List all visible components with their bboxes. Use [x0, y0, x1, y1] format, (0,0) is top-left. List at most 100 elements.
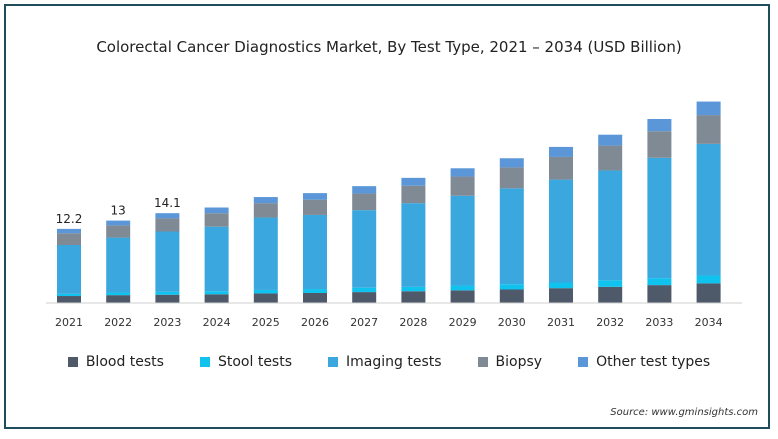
bar-segment-other-test-types-2021 [57, 228, 81, 234]
bar-segment-other-test-types-2034 [696, 101, 721, 116]
bar-segment-other-test-types-2031 [549, 146, 573, 157]
bar-segment-imaging-tests-2027 [352, 210, 377, 288]
bar-segment-stool-tests-2033 [647, 278, 672, 286]
bar-segment-other-test-types-2033 [647, 119, 672, 132]
bar-segment-blood-tests-2032 [598, 286, 623, 303]
data-labels: 12.2 13 14.1 [56, 196, 181, 226]
x-tick-label-2030: 2030 [498, 316, 526, 329]
bar-segment-blood-tests-2023 [155, 294, 180, 303]
bar-segment-stool-tests-2023 [155, 291, 180, 295]
bar-segment-imaging-tests-2032 [598, 170, 623, 281]
legend-swatch [199, 357, 210, 367]
bar-segment-imaging-tests-2023 [155, 231, 180, 292]
legend-label: Other test types [596, 354, 711, 370]
bar-segment-biopsy-2021 [57, 233, 81, 246]
bar-segment-stool-tests-2029 [450, 285, 475, 291]
bar-segment-biopsy-2027 [352, 193, 377, 211]
bar-segment-stool-tests-2026 [303, 289, 327, 293]
bar-segment-other-test-types-2023 [155, 213, 180, 219]
bar-segment-biopsy-2025 [253, 203, 278, 218]
legend: Blood tests Stool tests Imaging tests Biops… [0, 354, 778, 370]
x-tick-label-2032: 2032 [596, 316, 624, 329]
bar-segment-biopsy-2034 [696, 115, 721, 144]
bar-segment-blood-tests-2034 [696, 283, 721, 303]
bar-segment-blood-tests-2033 [647, 285, 672, 303]
data-label-2023: 14.1 [154, 196, 181, 210]
bar-segment-stool-tests-2034 [696, 275, 721, 284]
bar-segment-biopsy-2032 [598, 145, 623, 171]
bar-segment-stool-tests-2032 [598, 280, 623, 287]
bars-layer [57, 101, 721, 303]
bar-segment-blood-tests-2024 [204, 294, 229, 303]
x-tick-label-2034: 2034 [695, 316, 723, 329]
bar-segment-blood-tests-2021 [57, 296, 81, 303]
bar-segment-blood-tests-2031 [549, 288, 573, 303]
bar-segment-other-test-types-2024 [204, 207, 229, 214]
legend-label: Blood tests [85, 354, 164, 370]
bar-segment-other-test-types-2025 [253, 197, 278, 204]
bar-segment-stool-tests-2030 [499, 284, 524, 290]
x-tick-labels: 2021 2022 2023 2024 2025 2026 2027 2028 2029 2030… [55, 316, 723, 329]
x-tick-label-2023: 2023 [153, 316, 181, 329]
x-tick-label-2022: 2022 [104, 316, 132, 329]
legend-item-biopsy: Biopsy [477, 354, 542, 370]
bar-segment-biopsy-2026 [303, 199, 327, 215]
bar-segment-other-test-types-2029 [450, 168, 475, 177]
legend-swatch [578, 357, 589, 367]
bar-segment-blood-tests-2025 [253, 293, 278, 303]
x-tick-label-2026: 2026 [301, 316, 329, 329]
bar-segment-imaging-tests-2024 [204, 226, 229, 292]
data-label-2022: 13 [111, 204, 126, 218]
x-tick-label-2021: 2021 [55, 316, 83, 329]
bar-segment-biopsy-2028 [401, 185, 426, 204]
bar-segment-imaging-tests-2022 [106, 237, 131, 293]
bar-segment-stool-tests-2025 [253, 289, 278, 294]
source-note: Source: www.gminsights.com [610, 407, 758, 418]
bar-segment-other-test-types-2028 [401, 177, 426, 186]
chart-title: Colorectal Cancer Diagnostics Market, By… [96, 38, 682, 56]
legend-swatch [477, 357, 488, 367]
legend-swatch [67, 357, 78, 367]
bar-segment-other-test-types-2032 [598, 134, 623, 146]
x-tick-label-2025: 2025 [252, 316, 280, 329]
bar-segment-imaging-tests-2034 [696, 143, 721, 276]
bar-segment-other-test-types-2027 [352, 186, 377, 194]
bar-segment-biopsy-2030 [499, 167, 524, 189]
bar-segment-blood-tests-2022 [106, 295, 131, 303]
bar-segment-other-test-types-2026 [303, 193, 327, 200]
data-label-2021: 12.2 [56, 212, 83, 226]
bar-segment-stool-tests-2031 [549, 282, 573, 289]
legend-label: Imaging tests [346, 354, 442, 370]
bar-segment-blood-tests-2029 [450, 290, 475, 303]
x-tick-label-2033: 2033 [645, 316, 673, 329]
x-tick-label-2024: 2024 [203, 316, 231, 329]
bar-segment-blood-tests-2028 [401, 291, 426, 303]
legend-item-stool-tests: Stool tests [199, 354, 293, 370]
legend-label: Stool tests [217, 354, 293, 370]
bar-segment-imaging-tests-2029 [450, 195, 475, 286]
chart-frame [4, 4, 770, 429]
x-tick-label-2031: 2031 [547, 316, 575, 329]
bar-segment-other-test-types-2022 [106, 220, 131, 226]
bar-segment-biopsy-2022 [106, 225, 131, 238]
bar-segment-blood-tests-2030 [499, 289, 524, 303]
bar-segment-stool-tests-2021 [57, 293, 81, 297]
bar-segment-imaging-tests-2021 [57, 245, 81, 294]
bar-segment-biopsy-2029 [450, 176, 475, 196]
bar-segment-biopsy-2024 [204, 213, 229, 227]
x-tick-label-2028: 2028 [399, 316, 427, 329]
bar-segment-imaging-tests-2028 [401, 203, 426, 287]
bar-segment-imaging-tests-2025 [253, 217, 278, 290]
bar-segment-other-test-types-2030 [499, 158, 524, 168]
bar-segment-biopsy-2031 [549, 156, 573, 180]
bar-segment-blood-tests-2027 [352, 292, 377, 303]
bar-segment-biopsy-2023 [155, 218, 180, 232]
legend-swatch [328, 357, 339, 367]
x-tick-label-2027: 2027 [350, 316, 378, 329]
bar-segment-imaging-tests-2026 [303, 214, 327, 290]
bar-segment-stool-tests-2027 [352, 287, 377, 293]
legend-item-other-test-types: Other test types [578, 354, 710, 370]
legend-item-imaging-tests: Imaging tests [328, 354, 442, 370]
legend-item-blood-tests: Blood tests [67, 354, 164, 370]
